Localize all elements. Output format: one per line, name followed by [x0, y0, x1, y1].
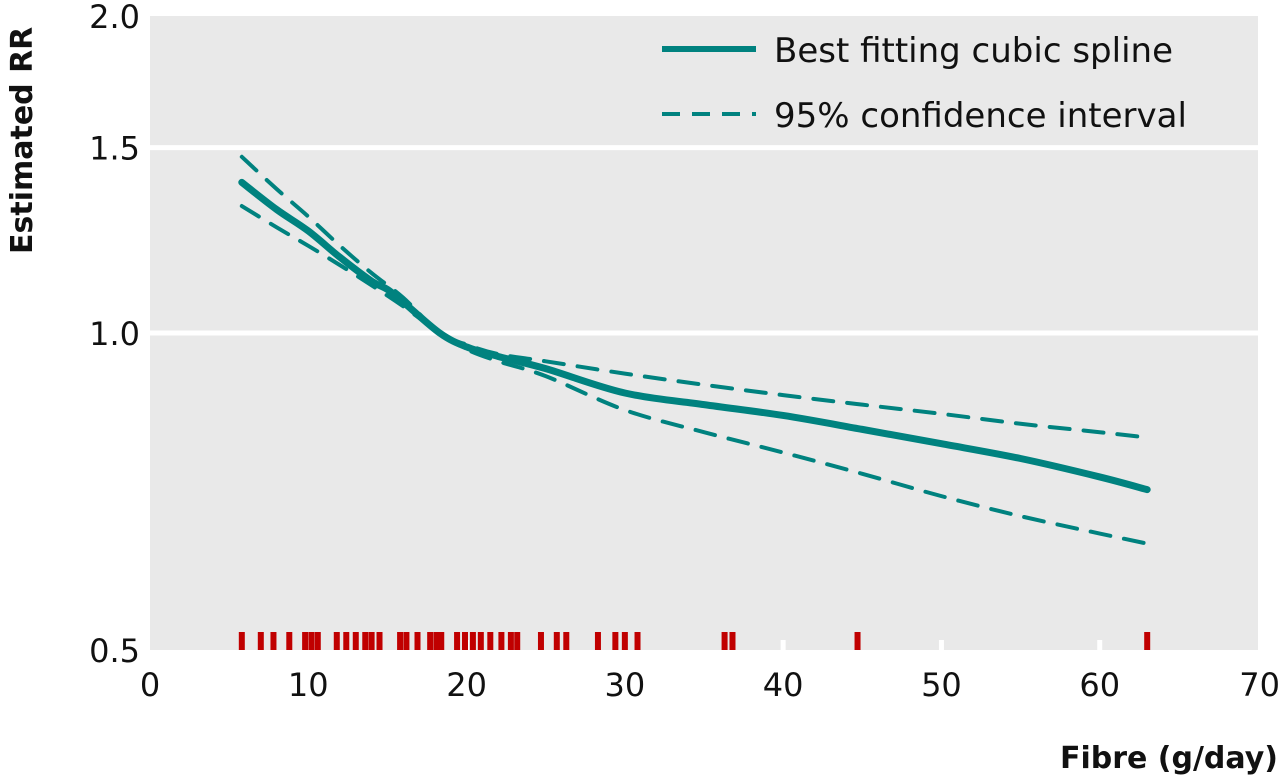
- x-tick-label: 30: [604, 666, 645, 704]
- legend-label-spline: Best fitting cubic spline: [774, 31, 1173, 71]
- rug-mark: [621, 632, 628, 650]
- rug-mark: [286, 632, 293, 650]
- rug-mark: [343, 632, 350, 650]
- y-tick-label: 1.0: [89, 315, 140, 353]
- ci-upper-line: [239, 154, 1153, 440]
- rug-mark: [454, 632, 461, 650]
- rug-mark: [238, 632, 245, 650]
- rug-mark: [461, 632, 468, 650]
- y-axis-title: Estimated RR: [5, 27, 40, 254]
- x-tick-label: 70: [1239, 666, 1280, 704]
- rug-mark: [438, 632, 445, 650]
- rug-mark: [498, 632, 505, 650]
- rug-mark: [1144, 632, 1151, 650]
- legend-label-ci: 95% confidence interval: [774, 96, 1187, 136]
- rug-mark: [433, 632, 440, 650]
- gridlines: [150, 145, 1258, 650]
- rug-mark: [333, 632, 340, 650]
- x-tick-label: 60: [1079, 666, 1120, 704]
- y-axis-ticks: 0.5 1.0 1.5 2.0: [89, 0, 140, 670]
- x-tick-label: 40: [763, 666, 804, 704]
- rug-mark: [487, 632, 494, 650]
- rug-mark: [257, 632, 264, 650]
- rug-mark: [612, 632, 619, 650]
- x-tick-label: 0: [140, 666, 160, 704]
- x-tick-label: 20: [446, 666, 487, 704]
- rug-mark: [594, 632, 601, 650]
- rug-mark: [308, 632, 315, 650]
- rug-mark: [270, 632, 277, 650]
- rug-mark: [314, 632, 321, 650]
- rug-mark: [403, 632, 410, 650]
- spline-line: [238, 178, 1151, 494]
- rug-mark: [507, 632, 514, 650]
- rug-mark: [352, 632, 359, 650]
- x-axis-ticks: 0 10 20 30 40 50 60 70: [140, 666, 1280, 704]
- rug-mark: [469, 632, 476, 650]
- rug-mark: [477, 632, 484, 650]
- rug-mark: [729, 632, 736, 650]
- x-tick-label: 10: [288, 666, 329, 704]
- rug-mark: [721, 632, 728, 650]
- ci-lower-line: [239, 204, 1153, 547]
- rug-mark: [397, 632, 404, 650]
- x-axis-title: Fibre (g/day): [1060, 741, 1278, 776]
- rug-mark: [563, 632, 570, 650]
- y-tick-label: 1.5: [89, 130, 140, 168]
- rug-mark: [553, 632, 560, 650]
- rug-mark: [514, 632, 521, 650]
- x-tick-label: 50: [921, 666, 962, 704]
- legend: Best fitting cubic spline 95% confidence…: [662, 31, 1187, 136]
- series-lines: [238, 154, 1153, 547]
- rug-mark: [362, 632, 369, 650]
- rug-mark: [368, 632, 375, 650]
- rug-marks: [238, 632, 1151, 650]
- rug-mark: [414, 632, 421, 650]
- rug-mark: [634, 632, 641, 650]
- rug-mark: [302, 632, 309, 650]
- rug-mark: [427, 632, 434, 650]
- rug-mark: [376, 632, 383, 650]
- rug-mark: [537, 632, 544, 650]
- y-tick-label: 2.0: [89, 0, 140, 36]
- rug-mark: [854, 632, 861, 650]
- y-tick-label: 0.5: [89, 632, 140, 670]
